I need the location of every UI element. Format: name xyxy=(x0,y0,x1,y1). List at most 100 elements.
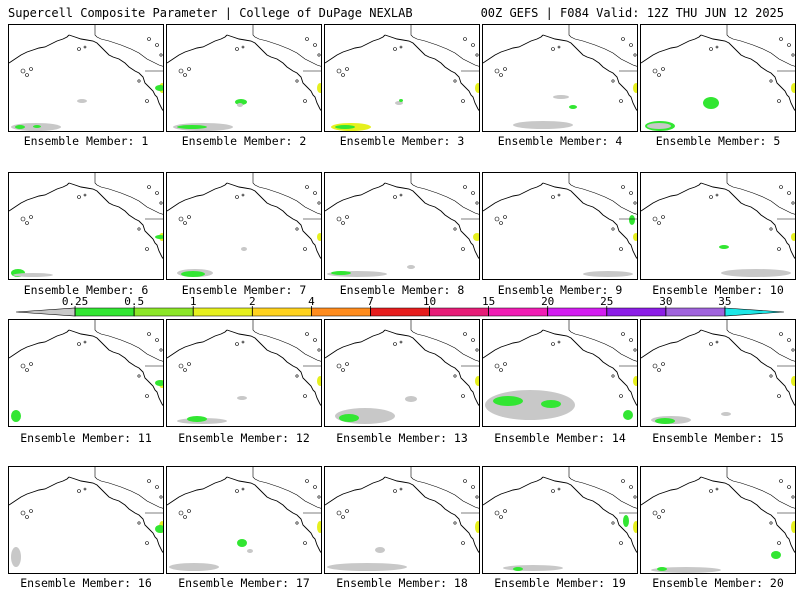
island-outline xyxy=(399,487,403,491)
island-outline xyxy=(715,193,719,197)
island-outline xyxy=(503,215,507,219)
island-outline xyxy=(453,79,457,83)
precip-contour xyxy=(317,521,321,533)
island-outline xyxy=(769,227,773,231)
island-outline xyxy=(611,521,615,525)
island-outline xyxy=(787,43,791,47)
precip-contour xyxy=(647,123,671,129)
island-outline xyxy=(791,348,795,352)
map-svg xyxy=(167,25,321,131)
colorbar-segment xyxy=(665,307,726,317)
map-svg xyxy=(9,467,163,567)
island-outline xyxy=(305,332,309,336)
precip-contour xyxy=(657,567,667,571)
ensemble-member-label: Ensemble Member: 13 xyxy=(336,431,468,445)
island-outline xyxy=(155,338,159,342)
map-svg xyxy=(9,173,163,277)
precip-contour xyxy=(475,376,479,386)
island-outline xyxy=(20,68,26,74)
island-outline xyxy=(183,368,187,372)
precip-contour xyxy=(375,547,385,553)
island-outline xyxy=(453,227,457,231)
island-outline xyxy=(494,510,500,516)
island-outline xyxy=(295,521,299,525)
colorbar-segment xyxy=(724,307,785,317)
coastline xyxy=(325,329,479,407)
ensemble-map-panel xyxy=(640,319,796,427)
island-outline xyxy=(709,489,713,493)
island-outline xyxy=(769,374,773,378)
run-valid-time: 00Z GEFS | F084 Valid: 12Z THU JUN 12 20… xyxy=(480,6,784,20)
precip-contour xyxy=(187,416,207,422)
island-outline xyxy=(183,221,187,225)
island-outline xyxy=(475,201,479,205)
coastline xyxy=(641,329,795,407)
island-outline xyxy=(463,185,467,189)
precip-contour xyxy=(155,85,163,91)
ensemble-member-label: Ensemble Member: 15 xyxy=(652,431,784,445)
colorbar-segment xyxy=(606,307,667,317)
island-outline xyxy=(303,394,307,398)
island-outline xyxy=(557,45,561,49)
precip-contour xyxy=(791,233,795,241)
precip-contour xyxy=(407,265,415,269)
island-outline xyxy=(619,394,623,398)
political-border xyxy=(252,25,321,72)
island-outline xyxy=(241,193,245,197)
island-outline xyxy=(503,509,507,513)
precip-contour xyxy=(237,103,243,107)
precip-contour xyxy=(235,99,247,105)
map-svg xyxy=(167,320,321,424)
colorbar-tick-label: 0.5 xyxy=(124,296,144,308)
island-outline xyxy=(77,195,81,199)
ensemble-map-panel xyxy=(8,24,164,132)
precip-contour xyxy=(633,83,637,93)
island-outline xyxy=(137,227,141,231)
island-outline xyxy=(715,45,719,49)
island-outline xyxy=(475,495,479,499)
precip-contour xyxy=(771,551,781,559)
colorbar-tick-label: 35 xyxy=(718,296,731,308)
map-svg xyxy=(9,320,163,422)
precip-contour xyxy=(541,400,561,408)
precip-contour xyxy=(177,125,207,129)
island-outline xyxy=(336,363,342,369)
island-outline xyxy=(471,485,475,489)
island-outline xyxy=(147,185,151,189)
island-outline xyxy=(20,363,26,369)
island-outline xyxy=(187,362,191,366)
island-outline xyxy=(178,68,184,74)
island-outline xyxy=(709,47,713,51)
island-outline xyxy=(25,515,29,519)
map-svg xyxy=(9,25,163,131)
island-outline xyxy=(147,332,151,336)
political-border xyxy=(94,25,163,72)
island-outline xyxy=(652,68,658,74)
precip-contour xyxy=(405,396,417,402)
island-outline xyxy=(393,342,397,346)
precip-contour xyxy=(15,125,25,129)
precip-contour xyxy=(493,396,523,406)
island-outline xyxy=(29,362,33,366)
precip-contour xyxy=(473,233,479,241)
map-svg xyxy=(483,467,637,571)
island-outline xyxy=(25,368,29,372)
island-outline xyxy=(777,541,781,545)
island-outline xyxy=(551,47,555,51)
island-outline xyxy=(777,247,781,251)
precip-contour xyxy=(181,271,205,277)
precip-contour xyxy=(633,521,637,533)
island-outline xyxy=(633,53,637,57)
island-outline xyxy=(463,37,467,41)
precip-contour xyxy=(703,97,719,109)
precip-contour xyxy=(475,521,479,533)
island-outline xyxy=(551,342,555,346)
island-outline xyxy=(155,485,159,489)
colorbar-tick-label: 10 xyxy=(423,296,436,308)
coastline xyxy=(641,34,795,112)
colorbar-segment xyxy=(192,307,253,317)
island-outline xyxy=(303,247,307,251)
island-outline xyxy=(241,45,245,49)
ensemble-map-panel xyxy=(166,24,322,132)
colorbar-segment xyxy=(74,307,135,317)
